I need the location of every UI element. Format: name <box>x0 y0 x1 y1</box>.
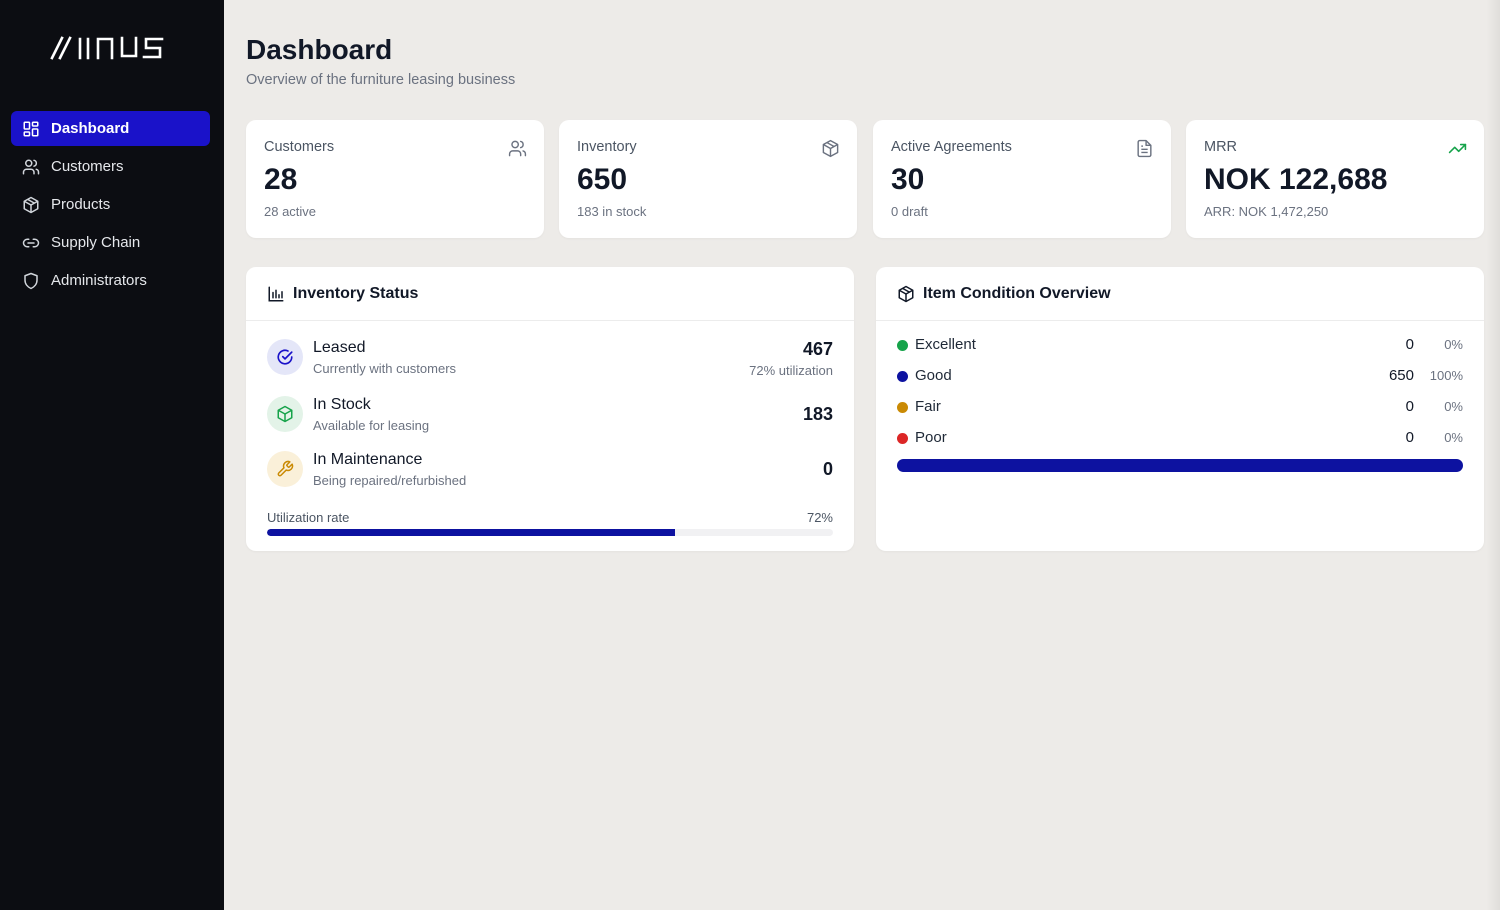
utilization-progress-bar <box>267 529 833 536</box>
condition-percent: 0% <box>1444 430 1463 445</box>
status-dot <box>897 433 908 444</box>
stat-sub: 0 draft <box>891 204 928 219</box>
sidebar-item-administrators[interactable]: Administrators <box>11 263 210 298</box>
stat-card-active-agreements: Active Agreements 30 0 draft <box>873 120 1171 238</box>
condition-row-fair: Fair 0 0% <box>897 397 1463 417</box>
link-icon <box>22 234 40 252</box>
condition-count: 650 <box>1388 367 1414 384</box>
row-value: 0 <box>822 459 833 479</box>
condition-row-good: Good 650 100% <box>897 366 1463 386</box>
condition-count: 0 <box>1405 429 1414 446</box>
box-icon <box>897 285 915 303</box>
stat-value: 30 <box>891 163 925 196</box>
condition-row-poor: Poor 0 0% <box>897 428 1463 448</box>
condition-distribution-bar <box>897 459 1463 472</box>
condition-overview-panel: Item Condition Overview Excellent 0 0% G… <box>876 267 1484 551</box>
stat-sub: 183 in stock <box>577 204 647 219</box>
row-title: In Stock <box>313 396 371 413</box>
status-dot <box>897 340 908 351</box>
users-icon <box>508 139 527 158</box>
wrench-icon <box>267 451 303 487</box>
condition-percent: 0% <box>1444 337 1463 352</box>
stat-card-inventory: Inventory 650 183 in stock <box>559 120 857 238</box>
panel-header: Item Condition Overview <box>876 267 1484 321</box>
panel-title: Item Condition Overview <box>923 284 1111 302</box>
utilization-label: Utilization rate <box>267 510 350 525</box>
condition-name: Poor <box>915 429 947 446</box>
page-subtitle: Overview of the furniture leasing busine… <box>246 72 516 88</box>
inventory-row-in-stock: In Stock Available for leasing 183 <box>267 396 833 436</box>
panel-title: Inventory Status <box>293 284 419 302</box>
row-description: Currently with customers <box>313 361 457 376</box>
sidebar-item-label: Dashboard <box>51 120 130 137</box>
condition-segment-good <box>897 459 1463 472</box>
stat-sub: ARR: NOK 1,472,250 <box>1204 204 1329 219</box>
sidebar-item-dashboard[interactable]: Dashboard <box>11 111 210 146</box>
shield-icon <box>22 272 40 290</box>
stat-label: MRR <box>1204 139 1238 155</box>
sidebar-item-label: Administrators <box>51 272 147 289</box>
box-icon <box>22 196 40 214</box>
sidebar-item-products[interactable]: Products <box>11 187 210 222</box>
status-dot <box>897 402 908 413</box>
sidebar-item-supply-chain[interactable]: Supply Chain <box>11 225 210 260</box>
condition-row-excellent: Excellent 0 0% <box>897 335 1463 355</box>
condition-name: Good <box>915 367 952 384</box>
users-icon <box>22 158 40 176</box>
dashboard-grid-icon <box>22 120 40 138</box>
stat-label: Active Agreements <box>891 139 1012 155</box>
trending-up-icon <box>1448 139 1467 158</box>
row-value: 183 <box>802 404 833 424</box>
sidebar-item-label: Customers <box>51 158 124 175</box>
stat-card-mrr: MRR NOK 122,688 ARR: NOK 1,472,250 <box>1186 120 1484 238</box>
row-note: 72% utilization <box>749 363 833 378</box>
stat-label: Customers <box>264 139 335 155</box>
panel-header: Inventory Status <box>246 267 854 321</box>
sidebar-item-label: Products <box>51 196 111 213</box>
stat-value: 650 <box>577 163 628 196</box>
sidebar-item-label: Supply Chain <box>51 234 141 251</box>
stat-card-customers: Customers 28 28 active <box>246 120 544 238</box>
sidebar-item-customers[interactable]: Customers <box>11 149 210 184</box>
row-description: Being repaired/refurbished <box>313 473 467 488</box>
page-title: Dashboard <box>246 34 393 65</box>
inventory-status-panel: Inventory Status Leased Currently with c… <box>246 267 854 551</box>
utilization-progress-fill <box>267 529 675 536</box>
box-icon <box>821 139 840 158</box>
row-value: 467 <box>802 339 833 359</box>
sidebar: Dashboard Customers Products Supply Chai… <box>0 0 224 910</box>
condition-name: Fair <box>915 398 941 415</box>
condition-name: Excellent <box>915 336 976 353</box>
stat-value: NOK 122,688 <box>1204 163 1388 196</box>
bar-chart-icon <box>267 285 285 303</box>
brand-logo[interactable] <box>50 36 174 60</box>
scroll-edge-shadow <box>1486 0 1500 910</box>
document-icon <box>1135 139 1154 158</box>
check-circle-icon <box>267 339 303 375</box>
stat-sub: 28 active <box>264 204 317 219</box>
row-title: Leased <box>313 339 366 356</box>
stat-label: Inventory <box>577 139 637 155</box>
box-icon <box>267 396 303 432</box>
inventory-row-leased: Leased Currently with customers 467 72% … <box>267 339 833 379</box>
condition-count: 0 <box>1405 398 1414 415</box>
status-dot <box>897 371 908 382</box>
condition-percent: 100% <box>1429 368 1463 383</box>
utilization-percent: 72% <box>806 510 833 525</box>
stat-value: 28 <box>264 163 298 196</box>
row-title: In Maintenance <box>313 451 423 468</box>
condition-count: 0 <box>1405 336 1414 353</box>
inventory-row-in-maintenance: In Maintenance Being repaired/refurbishe… <box>267 451 833 491</box>
sidebar-nav: Dashboard Customers Products Supply Chai… <box>11 111 210 301</box>
condition-percent: 0% <box>1444 399 1463 414</box>
row-description: Available for leasing <box>313 418 430 433</box>
